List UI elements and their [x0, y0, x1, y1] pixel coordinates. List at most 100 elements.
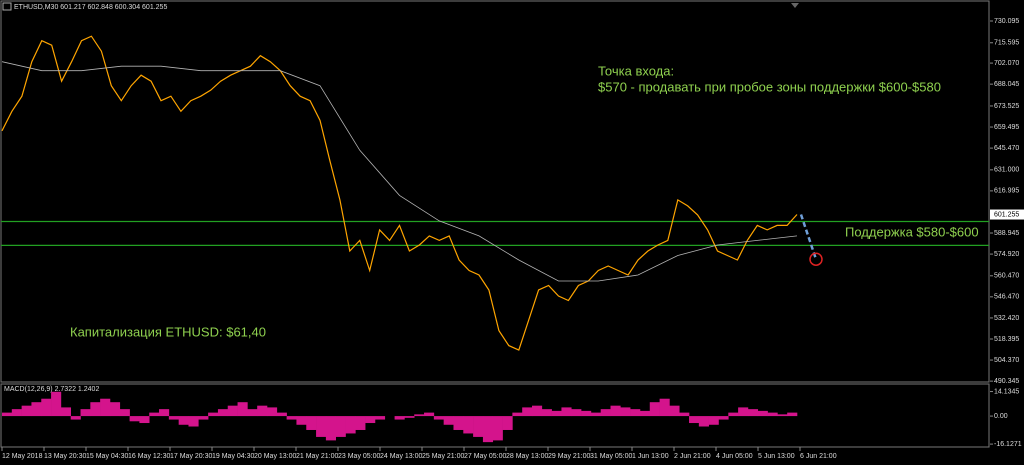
- x-tick-label: 23 May 05:00: [338, 453, 381, 460]
- macd-pane: [0, 383, 990, 448]
- x-tick-label: 2 Jun 21:00: [674, 453, 711, 460]
- macd-bar: [100, 398, 111, 417]
- y-tick-label: 616.995: [994, 188, 1019, 195]
- x-tick-label: 17 May 20:30: [170, 453, 213, 460]
- y-tick-label: 631.000: [994, 167, 1019, 174]
- macd-bar: [247, 409, 258, 417]
- chart-icon: [2, 2, 12, 11]
- macd-bar: [109, 402, 121, 417]
- y-tick-label: 546.470: [994, 294, 1019, 301]
- macd-bar: [296, 416, 307, 425]
- macd-bar: [659, 398, 670, 417]
- macd-bar: [698, 416, 709, 427]
- macd-bar: [689, 416, 700, 424]
- macd-bar: [571, 409, 582, 417]
- macd-bar: [463, 416, 474, 434]
- x-tick-label: 1 Jun 13:00: [632, 453, 669, 460]
- macd-bar: [2, 412, 13, 417]
- macd-bar: [90, 402, 101, 417]
- macd-bar: [217, 409, 229, 417]
- macd-bar: [777, 414, 788, 417]
- macd-bar: [473, 416, 484, 437]
- macd-bar: [679, 412, 690, 417]
- macd-bar: [365, 416, 376, 424]
- macd-bar: [129, 416, 140, 422]
- macd-bar: [433, 416, 444, 420]
- macd-bar: [316, 416, 327, 437]
- macd-bar: [502, 416, 513, 430]
- macd-bar: [208, 412, 219, 417]
- y-tick-label: 490.345: [994, 378, 1019, 385]
- y-tick-label: 702.070: [994, 60, 1019, 67]
- macd-bar: [482, 416, 494, 443]
- macd-bar: [335, 416, 346, 437]
- x-tick-label: 12 May 2018: [2, 453, 43, 460]
- macd-bar: [355, 416, 366, 430]
- annotation: Капитализация ETHUSD: $61,40: [70, 324, 266, 339]
- macd-bar: [394, 416, 405, 420]
- macd-bar: [139, 416, 150, 424]
- macd-bar: [267, 407, 278, 417]
- x-tick-label: 28 May 13:00: [506, 453, 549, 460]
- macd-bar: [747, 409, 759, 417]
- shift-marker: [791, 3, 799, 8]
- macd-bar: [11, 409, 22, 417]
- macd-bar: [159, 409, 170, 417]
- macd-bar: [728, 412, 739, 417]
- macd-bar: [41, 398, 52, 417]
- x-tick-label: 5 Jun 13:00: [758, 453, 795, 460]
- x-tick-label: 21 May 21:00: [296, 453, 339, 460]
- macd-bar: [787, 412, 798, 417]
- macd-bar: [374, 416, 386, 420]
- main-pane: [0, 0, 990, 383]
- chart-header: ETHUSD,M30 601.217 602.848 600.304 601.2…: [14, 4, 167, 11]
- y-tick-label: 715.595: [994, 40, 1019, 47]
- y-tick-label: 659.495: [994, 124, 1019, 131]
- macd-bar: [522, 407, 533, 417]
- macd-bar: [414, 414, 425, 417]
- macd-bar: [453, 416, 464, 430]
- macd-bar: [738, 407, 749, 417]
- macd-bar: [649, 402, 660, 417]
- macd-bar: [198, 416, 209, 420]
- x-tick-label: 15 May 04:30: [86, 453, 129, 460]
- macd-bar: [237, 402, 248, 417]
- macd-bar: [561, 407, 572, 417]
- macd-bar: [581, 410, 592, 417]
- macd-bar: [708, 416, 719, 425]
- price-line: [1, 61, 798, 282]
- x-tick-label: 29 May 21:00: [548, 453, 591, 460]
- y-tick-label: 730.095: [994, 18, 1019, 25]
- last-price: 601.255: [994, 211, 1019, 218]
- annotation: Точка входа:: [598, 63, 674, 78]
- macd-bar: [178, 416, 189, 425]
- macd-bar: [168, 416, 179, 420]
- y-tick-label: 673.525: [994, 103, 1019, 110]
- y-tick-label: 14.1345: [994, 388, 1019, 395]
- macd-title: MACD(12,26,9) 2.7322 1.2402: [4, 386, 99, 393]
- macd-bar: [541, 409, 552, 417]
- x-tick-label: 20 May 13:00: [254, 453, 297, 460]
- last-price-box: [990, 209, 1024, 220]
- macd-bar: [286, 416, 297, 420]
- macd-bar: [227, 405, 238, 417]
- macd-bar: [639, 410, 651, 417]
- macd-bar: [31, 402, 42, 417]
- macd-bar: [119, 409, 130, 417]
- x-tick-label: 31 May 05:00: [590, 453, 633, 460]
- macd-bar: [620, 407, 631, 417]
- macd-bar: [767, 412, 778, 417]
- macd-bar: [630, 409, 641, 417]
- x-tick-label: 13 May 20:30: [44, 453, 87, 460]
- y-tick-label: 645.470: [994, 145, 1019, 152]
- macd-bar: [345, 416, 356, 434]
- y-tick-label: 574.920: [994, 251, 1019, 258]
- macd-bar: [325, 416, 337, 441]
- y-tick-label: 0.00: [994, 413, 1008, 420]
- macd-bar: [600, 409, 611, 417]
- x-tick-label: 6 Jun 21:00: [800, 453, 837, 460]
- macd-bar: [532, 405, 543, 417]
- macd-bar: [424, 412, 435, 417]
- x-tick-label: 27 May 05:00: [464, 453, 507, 460]
